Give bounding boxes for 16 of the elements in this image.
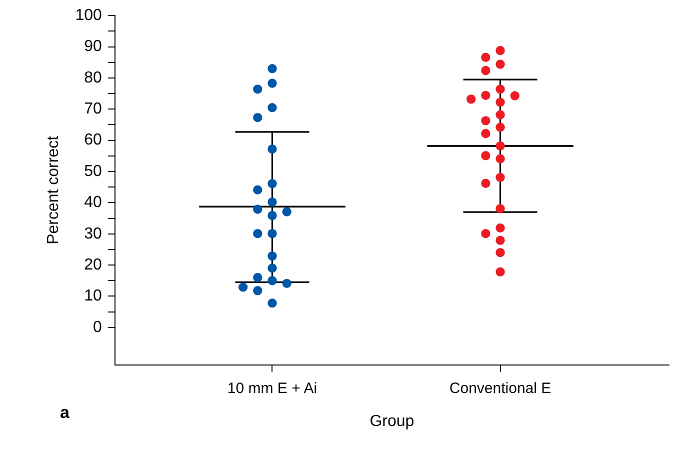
y-tick-label: 70 [84, 100, 102, 118]
x-tick-label: 10 mm E + Ai [227, 380, 318, 397]
y-tick-label: 30 [84, 225, 102, 242]
x-axis-title: Group [370, 412, 414, 430]
y-tick-label: 20 [84, 256, 102, 274]
y-tick-label: 60 [84, 132, 102, 149]
y-tick-label: 0 [92, 318, 102, 336]
text: a [60, 403, 70, 422]
y-tick-label: 40 [84, 194, 102, 212]
y-tick-label: 10 [84, 288, 102, 305]
y-axis-title: Percent correct [45, 135, 62, 244]
x-tick-label: Conventional E [449, 380, 552, 397]
y-tick-label: 80 [84, 69, 102, 86]
y-tick-label: 50 [84, 162, 102, 180]
y-tick-label: 100 [75, 7, 102, 24]
y-tick-label: 90 [84, 38, 102, 56]
